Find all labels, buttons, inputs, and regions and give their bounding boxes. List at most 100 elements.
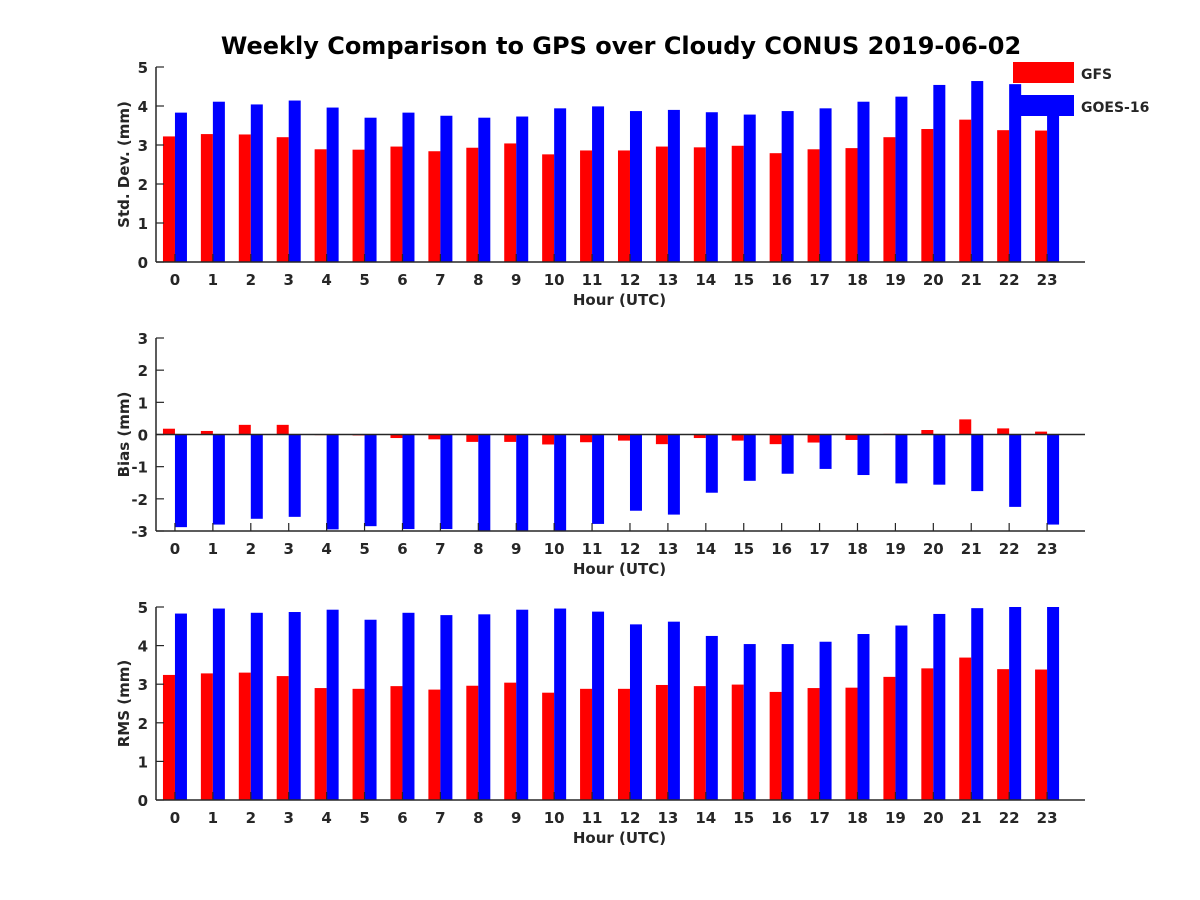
rms-y-tick-label: 4 — [138, 638, 148, 656]
std-dev-y-tick-label: 4 — [138, 98, 148, 116]
std-dev-bar-goes16-7 — [440, 115, 453, 262]
rms-bar-goes16-5 — [364, 619, 377, 800]
std-dev-bar-goes16-19 — [895, 96, 908, 262]
rms-bar-gfs-6 — [390, 686, 403, 800]
bias-bar-gfs-12 — [617, 434, 630, 441]
rms-bar-gfs-9 — [504, 682, 517, 800]
rms-x-tick-label: 18 — [847, 809, 868, 827]
rms-bar-goes16-4 — [326, 609, 339, 800]
std-dev-x-tick-label: 7 — [435, 271, 445, 289]
bias-bar-goes16-6 — [402, 434, 415, 530]
std-dev-y-tick-label: 2 — [138, 176, 148, 194]
bias-y-tick-label: -3 — [131, 523, 148, 541]
rms-x-tick-label: 20 — [923, 809, 944, 827]
std-dev-x-tick-label: 10 — [544, 271, 565, 289]
rms-bar-goes16-12 — [629, 624, 642, 800]
rms-bar-goes16-8 — [478, 614, 491, 800]
bias-x-tick-label: 11 — [582, 540, 603, 558]
bias-bar-goes16-3 — [288, 434, 301, 517]
bias-x-axis-label: Hour (UTC) — [573, 560, 666, 578]
std-dev-bar-gfs-1 — [200, 134, 213, 262]
rms-x-tick-label: 4 — [321, 809, 331, 827]
rms-bar-gfs-7 — [428, 689, 441, 800]
rms-bar-goes16-17 — [819, 641, 832, 800]
std-dev-bar-goes16-6 — [402, 112, 415, 262]
legend-label-goes16: GOES-16 — [1081, 100, 1149, 116]
rms-bar-gfs-18 — [845, 687, 858, 800]
std-dev-x-tick-label: 21 — [961, 271, 982, 289]
bias-y-tick-label: 3 — [138, 330, 148, 348]
std-dev-y-tick-label: 0 — [138, 254, 148, 272]
std-dev-bar-gfs-21 — [959, 119, 972, 263]
bias-x-tick-label: 14 — [695, 540, 716, 558]
rms-bar-goes16-0 — [174, 613, 187, 800]
bias-bar-gfs-13 — [655, 434, 668, 445]
bias-x-tick-label: 19 — [885, 540, 906, 558]
rms-x-tick-label: 2 — [246, 809, 256, 827]
rms-bar-gfs-11 — [580, 688, 593, 800]
std-dev-bar-goes16-5 — [364, 117, 377, 262]
rms-bar-gfs-22 — [997, 669, 1010, 800]
bias-bar-goes16-19 — [895, 434, 908, 484]
legend-swatch-gfs — [1013, 62, 1074, 83]
bias-bar-goes16-8 — [478, 434, 491, 531]
bias-bar-gfs-17 — [807, 434, 820, 443]
bias-bar-goes16-10 — [554, 434, 567, 531]
std-dev-bar-goes16-14 — [705, 112, 718, 263]
std-dev-x-tick-label: 3 — [283, 271, 293, 289]
bias-x-tick-label: 20 — [923, 540, 944, 558]
rms-bar-gfs-4 — [314, 688, 327, 800]
std-dev-bar-goes16-9 — [516, 116, 529, 262]
std-dev-bar-gfs-5 — [352, 149, 365, 262]
bias-bar-goes16-0 — [174, 434, 187, 528]
bias-bar-goes16-23 — [1047, 434, 1060, 525]
rms-bar-gfs-20 — [921, 668, 934, 800]
bias-y-tick-label: -1 — [131, 459, 148, 477]
bias-bar-goes16-21 — [971, 434, 984, 492]
std-dev-bar-gfs-8 — [466, 147, 479, 262]
bias-x-tick-label: 3 — [283, 540, 293, 558]
rms-x-tick-label: 12 — [620, 809, 641, 827]
rms-y-tick-label: 1 — [138, 753, 148, 771]
rms-x-tick-label: 11 — [582, 809, 603, 827]
rms-x-tick-label: 7 — [435, 809, 445, 827]
bias-bar-gfs-0 — [162, 428, 175, 435]
bias-bar-goes16-11 — [592, 434, 605, 524]
bias-bar-goes16-17 — [819, 434, 832, 469]
std-dev-bar-gfs-3 — [276, 137, 289, 262]
bias-bar-goes16-2 — [250, 434, 263, 519]
rms-bar-gfs-5 — [352, 688, 365, 800]
rms-x-tick-label: 14 — [695, 809, 716, 827]
bias-bar-gfs-18 — [845, 434, 858, 440]
bias-y-tick-label: 2 — [138, 362, 148, 380]
rms-bar-goes16-15 — [743, 644, 756, 800]
rms-x-tick-label: 0 — [170, 809, 180, 827]
rms-bar-goes16-18 — [857, 634, 870, 800]
std-dev-bar-gfs-10 — [542, 154, 555, 262]
std-dev-bar-gfs-15 — [731, 145, 744, 262]
std-dev-x-tick-label: 23 — [1037, 271, 1058, 289]
std-dev-x-tick-label: 1 — [208, 271, 218, 289]
bias-x-tick-label: 18 — [847, 540, 868, 558]
rms-y-tick-label: 5 — [138, 599, 148, 617]
bias-x-tick-label: 9 — [511, 540, 521, 558]
std-dev-bar-gfs-0 — [162, 136, 175, 262]
std-dev-y-tick-label: 1 — [138, 215, 148, 233]
std-dev-x-tick-label: 14 — [695, 271, 716, 289]
std-dev-bar-goes16-21 — [971, 81, 984, 262]
bias-x-tick-label: 1 — [208, 540, 218, 558]
std-dev-x-tick-label: 19 — [885, 271, 906, 289]
bias-bar-goes16-18 — [857, 434, 870, 476]
bias-bar-gfs-23 — [1035, 431, 1048, 435]
bias-bar-goes16-9 — [516, 434, 529, 531]
rms-bar-goes16-23 — [1047, 607, 1060, 800]
std-dev-bar-gfs-11 — [580, 150, 593, 262]
std-dev-x-tick-label: 20 — [923, 271, 944, 289]
rms-bar-gfs-2 — [238, 672, 251, 800]
std-dev-x-tick-label: 4 — [321, 271, 331, 289]
rms-bar-goes16-19 — [895, 625, 908, 800]
rms-bar-gfs-19 — [883, 676, 896, 800]
rms-x-tick-label: 3 — [283, 809, 293, 827]
bias-bar-gfs-14 — [693, 434, 706, 439]
